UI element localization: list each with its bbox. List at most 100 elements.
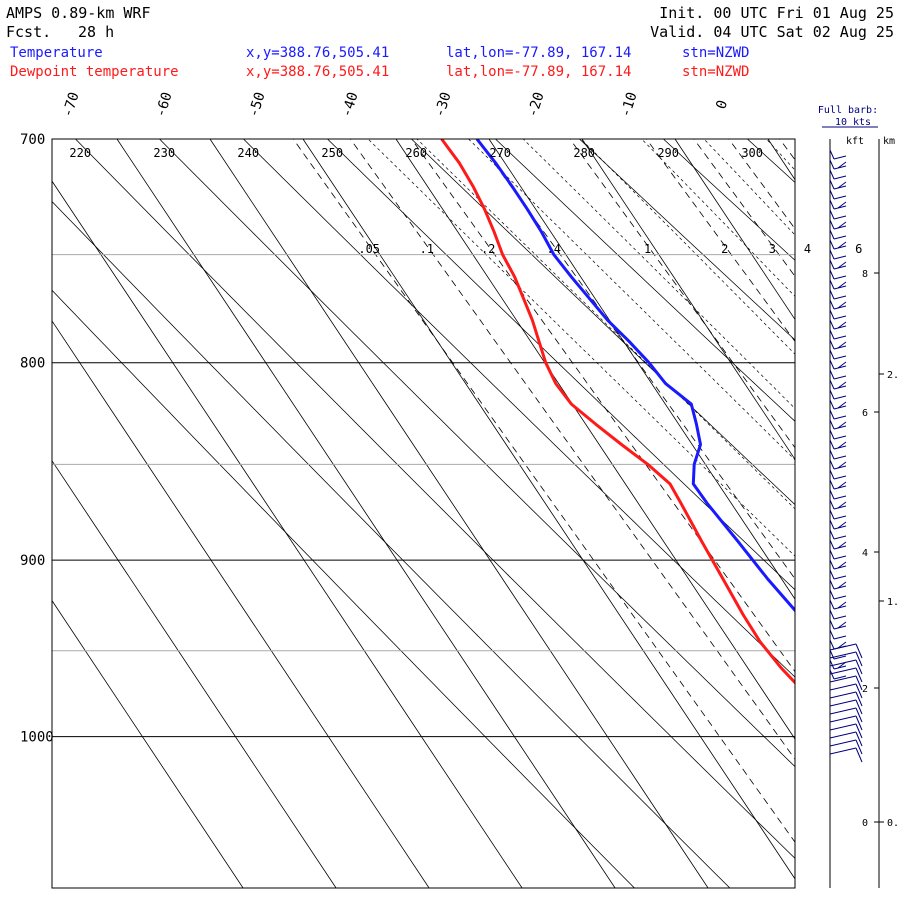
profiles (440, 139, 795, 685)
wind-barb (829, 747, 863, 763)
wind-barb (829, 619, 847, 630)
pressure-tick-label: 900 (20, 553, 45, 569)
kft-unit-label: kft (846, 136, 864, 147)
mixing-ratio-label: .4 (547, 242, 561, 256)
wind-barb (829, 683, 863, 699)
wind-barb (829, 219, 847, 230)
temperature-tick-label: -40 (339, 90, 362, 119)
wind-barb (829, 699, 863, 715)
wind-barb (829, 259, 847, 270)
wind-barb (829, 349, 847, 360)
wind-barb (829, 239, 847, 250)
wind-barb (829, 369, 847, 380)
pressure-tick-label: 700 (20, 132, 45, 148)
forecast-hour: 28 h (78, 23, 114, 41)
mixing-ratio-label: 1 (644, 242, 651, 256)
moist-adiabat (765, 139, 795, 171)
km-tick-label: 1. (887, 597, 899, 608)
legend-temperature-latlon: lat,lon=-77.89, 167.14 (446, 45, 631, 61)
wind-barb (829, 169, 847, 180)
moist-adiabat (580, 139, 795, 355)
legend-temperature-xy: x,y=388.76,505.41 (246, 45, 389, 61)
km-tick-label: 0. (887, 818, 899, 829)
wind-barb (829, 609, 847, 620)
mixing-ratio-label: .2 (481, 242, 495, 256)
temperature-tick-label: -50 (246, 90, 269, 119)
legend-dewpoint-name: Dewpoint temperature (10, 64, 179, 80)
dry-adiabat (242, 139, 795, 678)
wind-barb (829, 669, 847, 680)
wind-barb (829, 429, 847, 440)
axis-labels: 7008009001000-70-60-50-40-30-20-10010220… (20, 90, 862, 746)
wind-barb (829, 309, 847, 320)
wind-barb (829, 559, 847, 570)
temperature-tick-label: -20 (525, 90, 548, 119)
isotherm (209, 139, 709, 888)
wind-barb (829, 519, 847, 530)
barb-label-line2: 10 kts (835, 117, 871, 128)
temperature-tick-label: -30 (432, 90, 455, 119)
dry-adiabat (494, 139, 795, 422)
forecast-label: Fcst. (6, 23, 51, 41)
dry-adiabat (158, 139, 795, 768)
dry-adiabat-label: 250 (321, 146, 343, 160)
dry-adiabat (410, 139, 795, 506)
pressure-tick-label: 800 (20, 356, 45, 372)
mixing-ratio-label: 4 (804, 242, 811, 256)
init-time: Init. 00 UTC Fri 01 Aug 25 (659, 4, 894, 22)
wind-barb (829, 667, 863, 683)
wind-barb (829, 459, 847, 470)
wind-barb (829, 149, 847, 160)
isotherm (116, 139, 616, 888)
wind-barb (829, 569, 847, 580)
km-unit-label: km (883, 136, 895, 147)
legend-temperature-name: Temperature (10, 45, 103, 61)
legend-dewpoint-latlon: lat,lon=-77.89, 167.14 (446, 64, 631, 80)
wind-barb (829, 379, 847, 390)
wind-barb (829, 723, 863, 739)
isotherm (861, 139, 900, 888)
dry-adiabat (746, 139, 795, 183)
temperature-tick-label: 0 (713, 98, 731, 111)
wind-barb (829, 249, 847, 260)
wind-barb (829, 389, 847, 400)
dry-adiabat-label: 270 (489, 146, 511, 160)
plot-frame (51, 138, 796, 889)
wind-panel (822, 126, 884, 888)
mixing-ratio-line (569, 139, 795, 449)
wind-barb (829, 299, 847, 310)
wind-barb (829, 715, 863, 731)
dry-adiabat (52, 200, 731, 888)
isotherm (767, 139, 795, 181)
mixing-ratio-label: 2 (721, 242, 728, 256)
wind-barb (829, 659, 863, 675)
isotherm (52, 180, 523, 888)
wind-barb (829, 691, 863, 707)
isotherm (395, 139, 795, 740)
wind-barb (829, 269, 847, 280)
wind-barb (829, 589, 847, 600)
wind-barb (829, 549, 847, 560)
legend-temperature-stn: stn=NZWD (682, 45, 749, 61)
wind-barb (829, 707, 863, 723)
moist-adiabat (522, 139, 795, 409)
wind-barb (829, 229, 847, 240)
kft-tick-label: 4 (862, 548, 868, 559)
temperature-tick-label: -60 (153, 90, 176, 119)
kft-tick-label: 0 (862, 818, 868, 829)
mixing-ratio-line (645, 139, 795, 343)
wind-barb (829, 731, 863, 747)
isotherm (52, 599, 244, 888)
wind-barb (829, 209, 847, 220)
isotherm (302, 139, 795, 880)
wind-barb (829, 489, 847, 500)
pressure-tick-label: 1000 (20, 730, 54, 746)
mixing-ratio-label: 6 (855, 242, 862, 256)
km-tick-label: 2. (887, 370, 899, 381)
dry-adiabat-label: 290 (657, 146, 679, 160)
wind-barb (829, 651, 863, 667)
wind-barb (829, 479, 847, 490)
temperature-profile (475, 139, 795, 613)
wind-barb (829, 629, 847, 640)
